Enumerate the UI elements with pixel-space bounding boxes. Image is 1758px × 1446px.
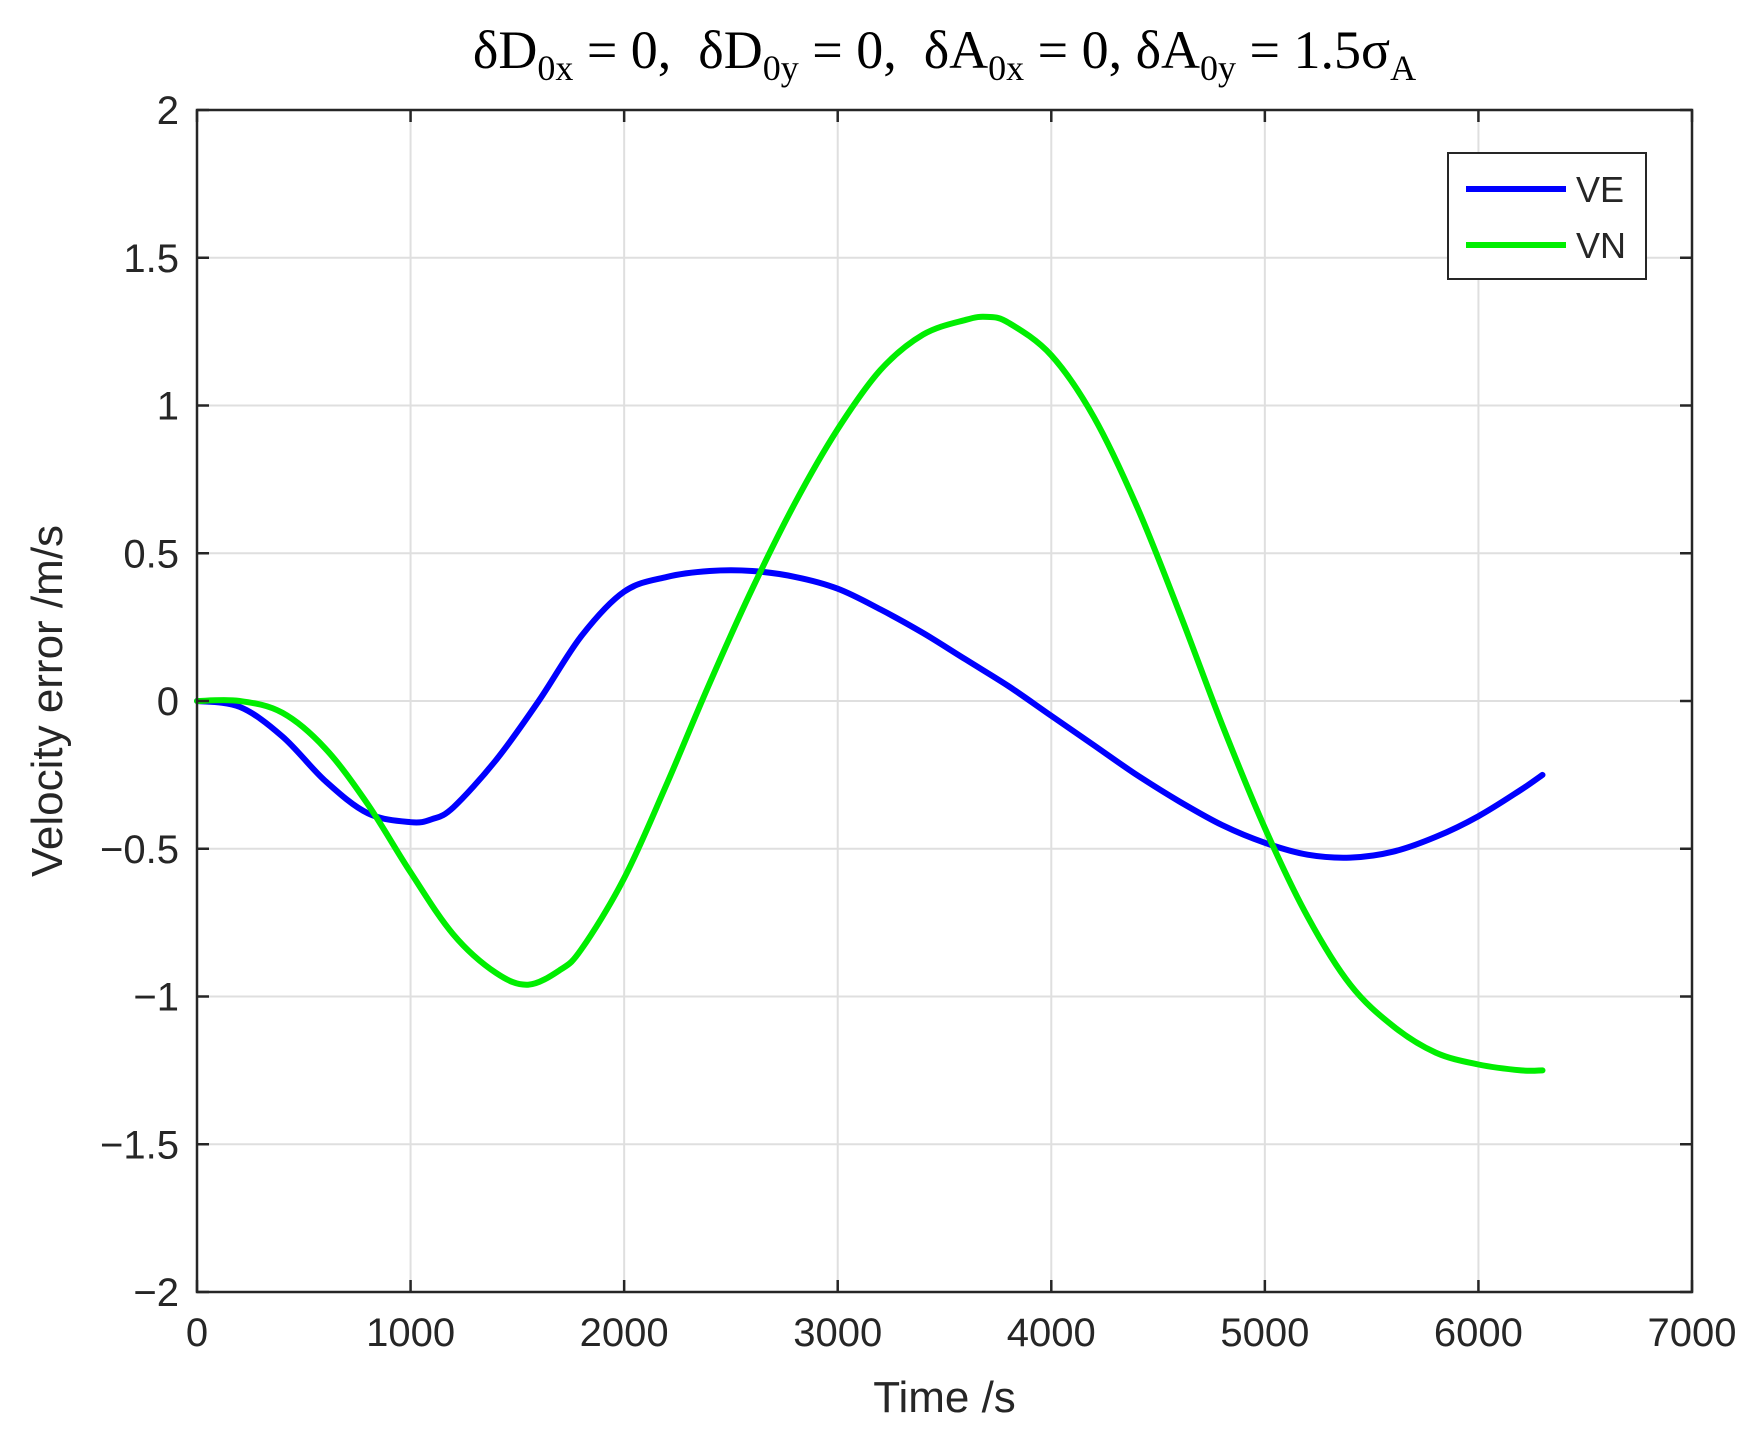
- y-tick-label: 1: [157, 385, 179, 429]
- y-tick-label: −2: [133, 1271, 179, 1315]
- chart-title: δD0x = 0, δD0y = 0, δA0x = 0, δA0y = 1.5…: [473, 20, 1416, 88]
- x-tick-label: 5000: [1220, 1311, 1309, 1355]
- y-tick-label: 0: [157, 680, 179, 724]
- y-tick-label: −1.5: [100, 1123, 179, 1167]
- y-tick-label: 1.5: [123, 237, 179, 281]
- title-segment: δD: [473, 20, 537, 80]
- series-layer: [194, 313, 1546, 1074]
- x-tick-label: 3000: [793, 1311, 882, 1355]
- series-line-ve: [194, 567, 1546, 861]
- legend-label-vn: VN: [1576, 225, 1626, 266]
- title-segment: = 0, δD: [573, 20, 762, 80]
- title-segment: = 0, δA: [799, 20, 988, 80]
- title-subscript: 0x: [988, 48, 1024, 88]
- x-tick-label: 6000: [1434, 1311, 1523, 1355]
- title-subscript: A: [1390, 48, 1416, 88]
- x-tick-label: 0: [186, 1311, 208, 1355]
- legend: VE VN: [1447, 152, 1647, 280]
- title-subscript: 0x: [537, 48, 573, 88]
- title-segment: = 0, δA: [1024, 20, 1200, 80]
- x-axis-label: Time /s: [873, 1373, 1016, 1422]
- grid-layer: [197, 110, 1692, 1292]
- x-tick-label: 4000: [1007, 1311, 1096, 1355]
- legend-box: [1447, 152, 1647, 280]
- x-tick-label: 7000: [1648, 1311, 1737, 1355]
- title-segment: = 1.5σ: [1236, 20, 1390, 80]
- tick-layer: 0 1000 2000 3000 4000 5000 6000 7000 2 1.5 1 0.5 0 −0…: [100, 89, 1736, 1355]
- y-tick-label: −0.5: [100, 828, 179, 872]
- legend-label-ve: VE: [1576, 169, 1624, 210]
- y-tick-label: 0.5: [123, 532, 179, 576]
- x-tick-label: 2000: [580, 1311, 669, 1355]
- y-tick-label: −1: [133, 976, 179, 1020]
- title-subscript: 0y: [763, 48, 799, 88]
- x-tick-label: 1000: [366, 1311, 455, 1355]
- series-line-vn: [194, 313, 1546, 1074]
- y-tick-label: 2: [157, 89, 179, 133]
- title-subscript: 0y: [1200, 48, 1236, 88]
- y-axis-label: Velocity error /m/s: [23, 525, 72, 877]
